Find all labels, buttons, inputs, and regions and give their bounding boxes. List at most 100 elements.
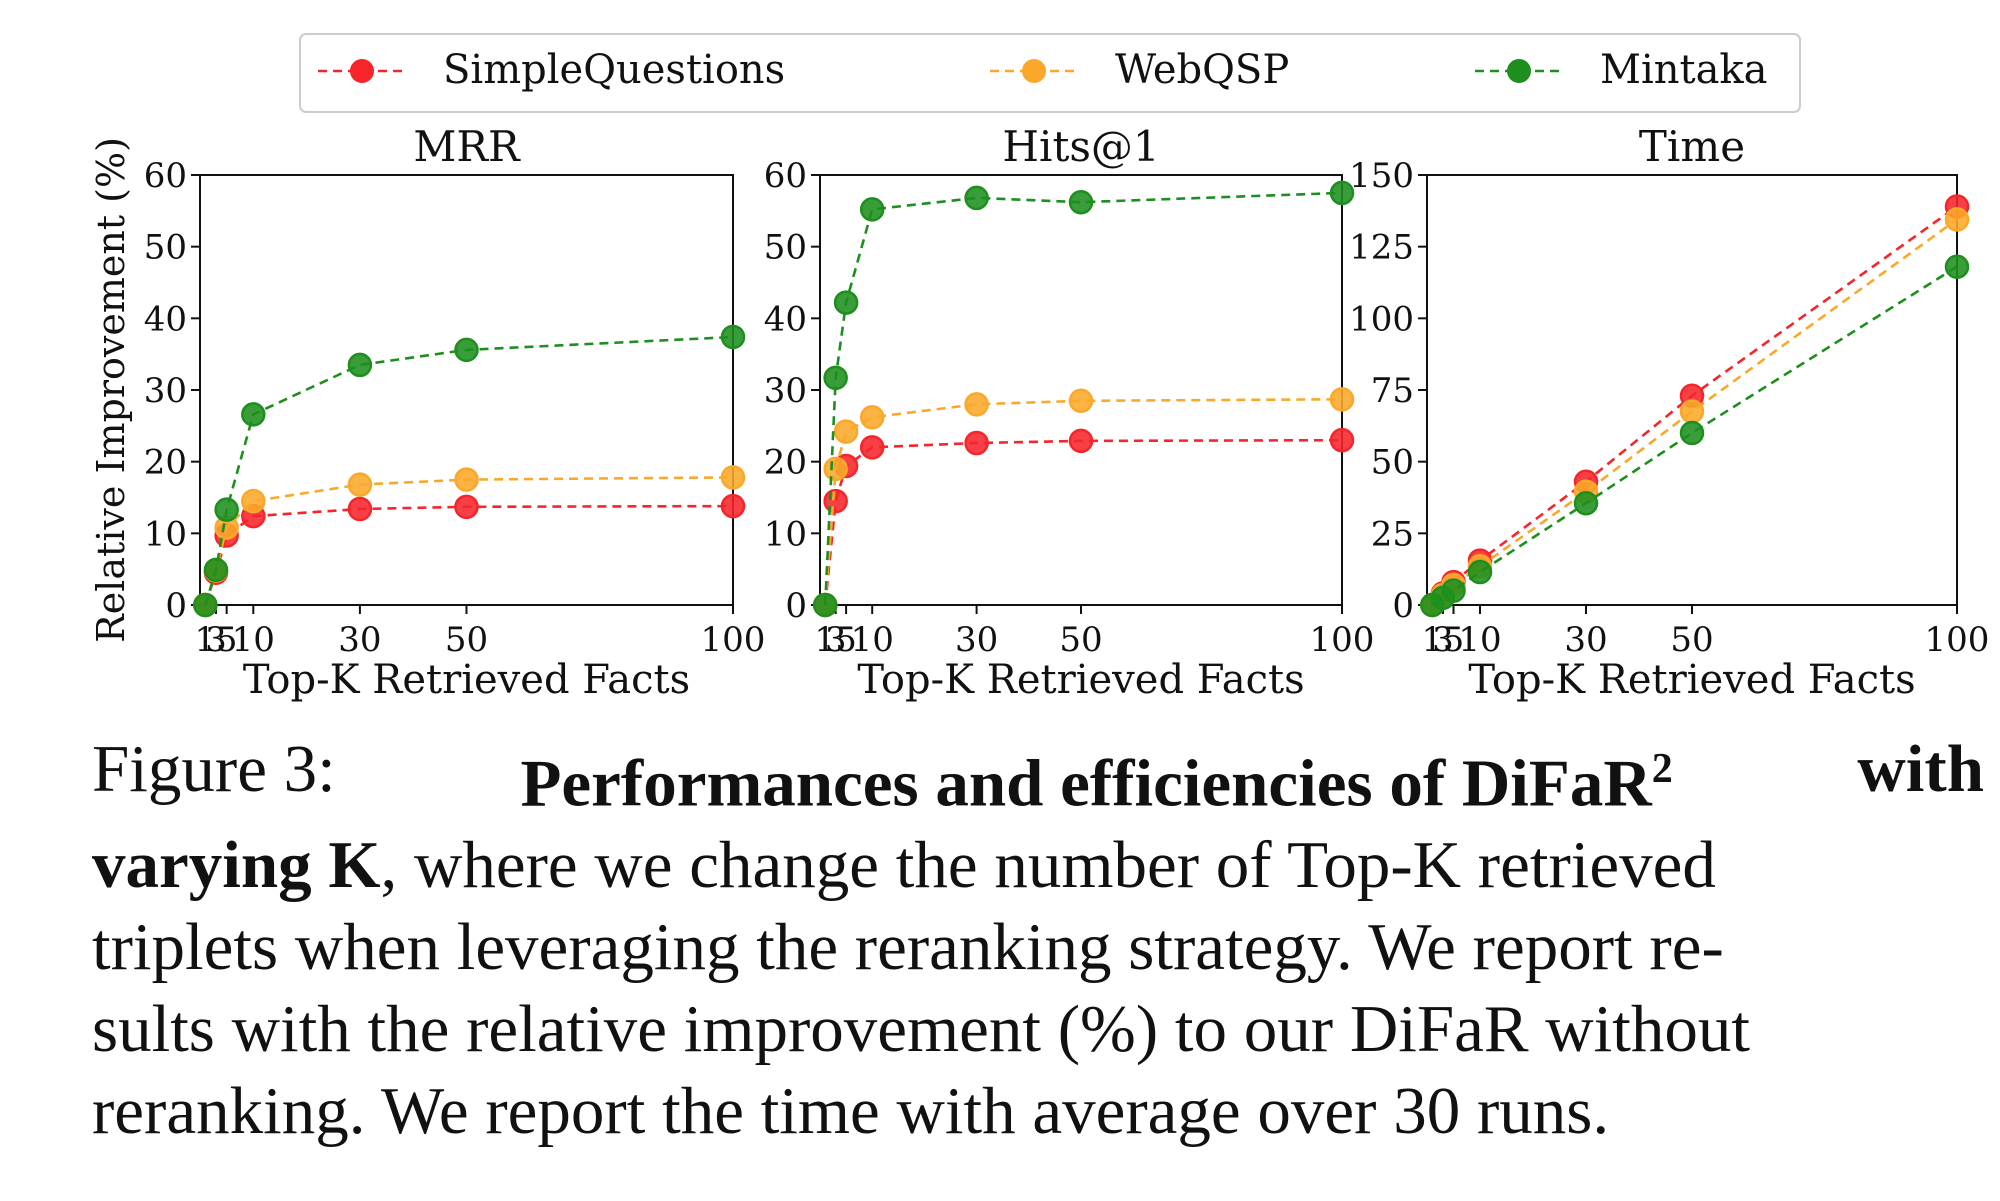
data-point-mintaka: [1068, 189, 1094, 215]
data-point-mintaka: [1679, 420, 1705, 446]
x-tick-label: 30: [1564, 620, 1607, 660]
data-point-mintaka: [193, 592, 218, 618]
data-point-mintaka: [859, 197, 885, 222]
data-point-mintaka: [1441, 578, 1466, 603]
data-point-webqsp: [1944, 207, 1970, 232]
caption-title-part-2: with: [1857, 732, 1984, 806]
chart-title: Time: [1639, 122, 1745, 171]
x-tick-label: 10: [851, 620, 894, 660]
x-tick-label: 100: [1310, 620, 1375, 660]
y-tick-label: 60: [764, 156, 807, 196]
data-point-webqsp: [241, 488, 266, 514]
series-line-simplequestions: [823, 438, 1343, 606]
data-point-mintaka: [454, 337, 479, 363]
data-point-webqsp: [823, 456, 848, 482]
data-point-webqsp: [347, 472, 373, 497]
figure-caption: Figure 3: Performances and efficiencies …: [92, 728, 1992, 1152]
x-axis-label: Top-K Retrieved Facts: [857, 657, 1304, 703]
data-point-webqsp: [454, 467, 479, 492]
y-tick-label: 0: [785, 586, 807, 626]
x-tick-label: 100: [1925, 620, 1990, 660]
y-tick-label: 50: [1371, 443, 1414, 483]
y-tick-label: 10: [144, 514, 187, 554]
y-tick-label: 30: [144, 371, 187, 411]
x-tick-label: 5: [216, 620, 238, 660]
data-point-mintaka: [241, 402, 266, 427]
legend-marker-webqsp: [1022, 59, 1046, 83]
x-tick-label: 100: [701, 620, 766, 660]
x-tick-label: 50: [445, 620, 488, 660]
y-tick-label: 0: [165, 586, 187, 626]
figure-panels: SimpleQuestions WebQSP Mintaka Relative Im…: [89, 33, 1990, 703]
legend-frame: [299, 33, 1801, 113]
x-tick-label: 1: [195, 620, 217, 660]
data-point-webqsp: [1679, 399, 1705, 424]
data-point-mintaka: [203, 557, 229, 583]
plot-frame: [199, 174, 734, 606]
x-tick-label: 1: [814, 620, 836, 660]
caption-line-4: sults with the relative improvement (%) …: [92, 992, 1750, 1067]
x-axis-label: Top-K Retrieved Facts: [243, 657, 690, 703]
y-axis-label: Relative Improvement (%): [89, 137, 133, 643]
data-point-mintaka: [214, 497, 239, 522]
x-tick-label: 10: [232, 620, 275, 660]
x-tick-label: 3: [825, 620, 847, 660]
data-point-mintaka: [1573, 490, 1599, 516]
legend-marker-simplequestions: [350, 59, 374, 83]
data-point-simplequestions: [454, 494, 479, 520]
data-point-mintaka: [720, 324, 746, 350]
data-point-mintaka: [833, 290, 859, 315]
series-line-simplequestions: [204, 504, 734, 606]
x-axis-label: Top-K Retrieved Facts: [1468, 657, 1915, 703]
x-tick-label: 3: [1432, 620, 1454, 660]
legend-label-simplequestions: SimpleQuestions: [443, 47, 785, 93]
x-tick-label: 5: [1443, 620, 1465, 660]
data-point-simplequestions: [1068, 428, 1094, 454]
y-tick-label: 40: [764, 299, 807, 339]
x-tick-label: 30: [955, 620, 998, 660]
x-tick-label: 5: [835, 620, 857, 660]
data-point-mintaka: [812, 592, 838, 618]
caption-superscript: 2: [1651, 746, 1673, 792]
data-point-simplequestions: [720, 493, 746, 519]
y-tick-label: 125: [1349, 228, 1414, 268]
y-tick-label: 50: [144, 228, 187, 268]
data-point-simplequestions: [823, 488, 848, 514]
caption-line-2: varying K, where we change the number of…: [92, 824, 1992, 906]
x-tick-label: 3: [205, 620, 227, 660]
y-tick-label: 20: [144, 443, 187, 483]
chart-title: Hits@1: [1002, 122, 1159, 171]
caption-line-3: triplets when leveraging the reranking s…: [92, 910, 1724, 985]
data-point-webqsp: [964, 392, 989, 417]
caption-label: Figure 3:: [92, 732, 336, 806]
data-point-mintaka: [964, 185, 989, 211]
legend-marker-mintaka: [1507, 59, 1531, 83]
data-point-webqsp: [1329, 387, 1355, 412]
y-tick-label: 10: [764, 514, 807, 554]
legend-label-webqsp: WebQSP: [1115, 47, 1289, 93]
y-tick-label: 100: [1349, 299, 1414, 339]
data-point-webqsp: [720, 465, 746, 490]
caption-line-5: reranking. We report the time with avera…: [92, 1074, 1610, 1149]
data-point-webqsp: [833, 419, 859, 444]
x-tick-label: 50: [1059, 620, 1102, 660]
x-tick-label: 50: [1670, 620, 1713, 660]
data-point-simplequestions: [347, 496, 373, 522]
data-point-simplequestions: [964, 430, 989, 456]
y-tick-label: 50: [764, 228, 807, 268]
x-tick-label: 30: [338, 620, 381, 660]
caption-text-2: , where we change the number of Top-K re…: [380, 828, 1716, 903]
data-point-mintaka: [1944, 254, 1970, 279]
y-tick-label: 25: [1371, 514, 1414, 554]
y-tick-label: 60: [144, 156, 187, 196]
y-tick-label: 0: [1392, 586, 1414, 626]
data-point-simplequestions: [859, 435, 885, 460]
caption-title-part-1: Performances and efficiencies of DiFaR: [520, 746, 1652, 821]
data-point-webqsp: [859, 404, 885, 430]
data-point-mintaka: [1467, 559, 1493, 585]
y-tick-label: 20: [764, 443, 807, 483]
